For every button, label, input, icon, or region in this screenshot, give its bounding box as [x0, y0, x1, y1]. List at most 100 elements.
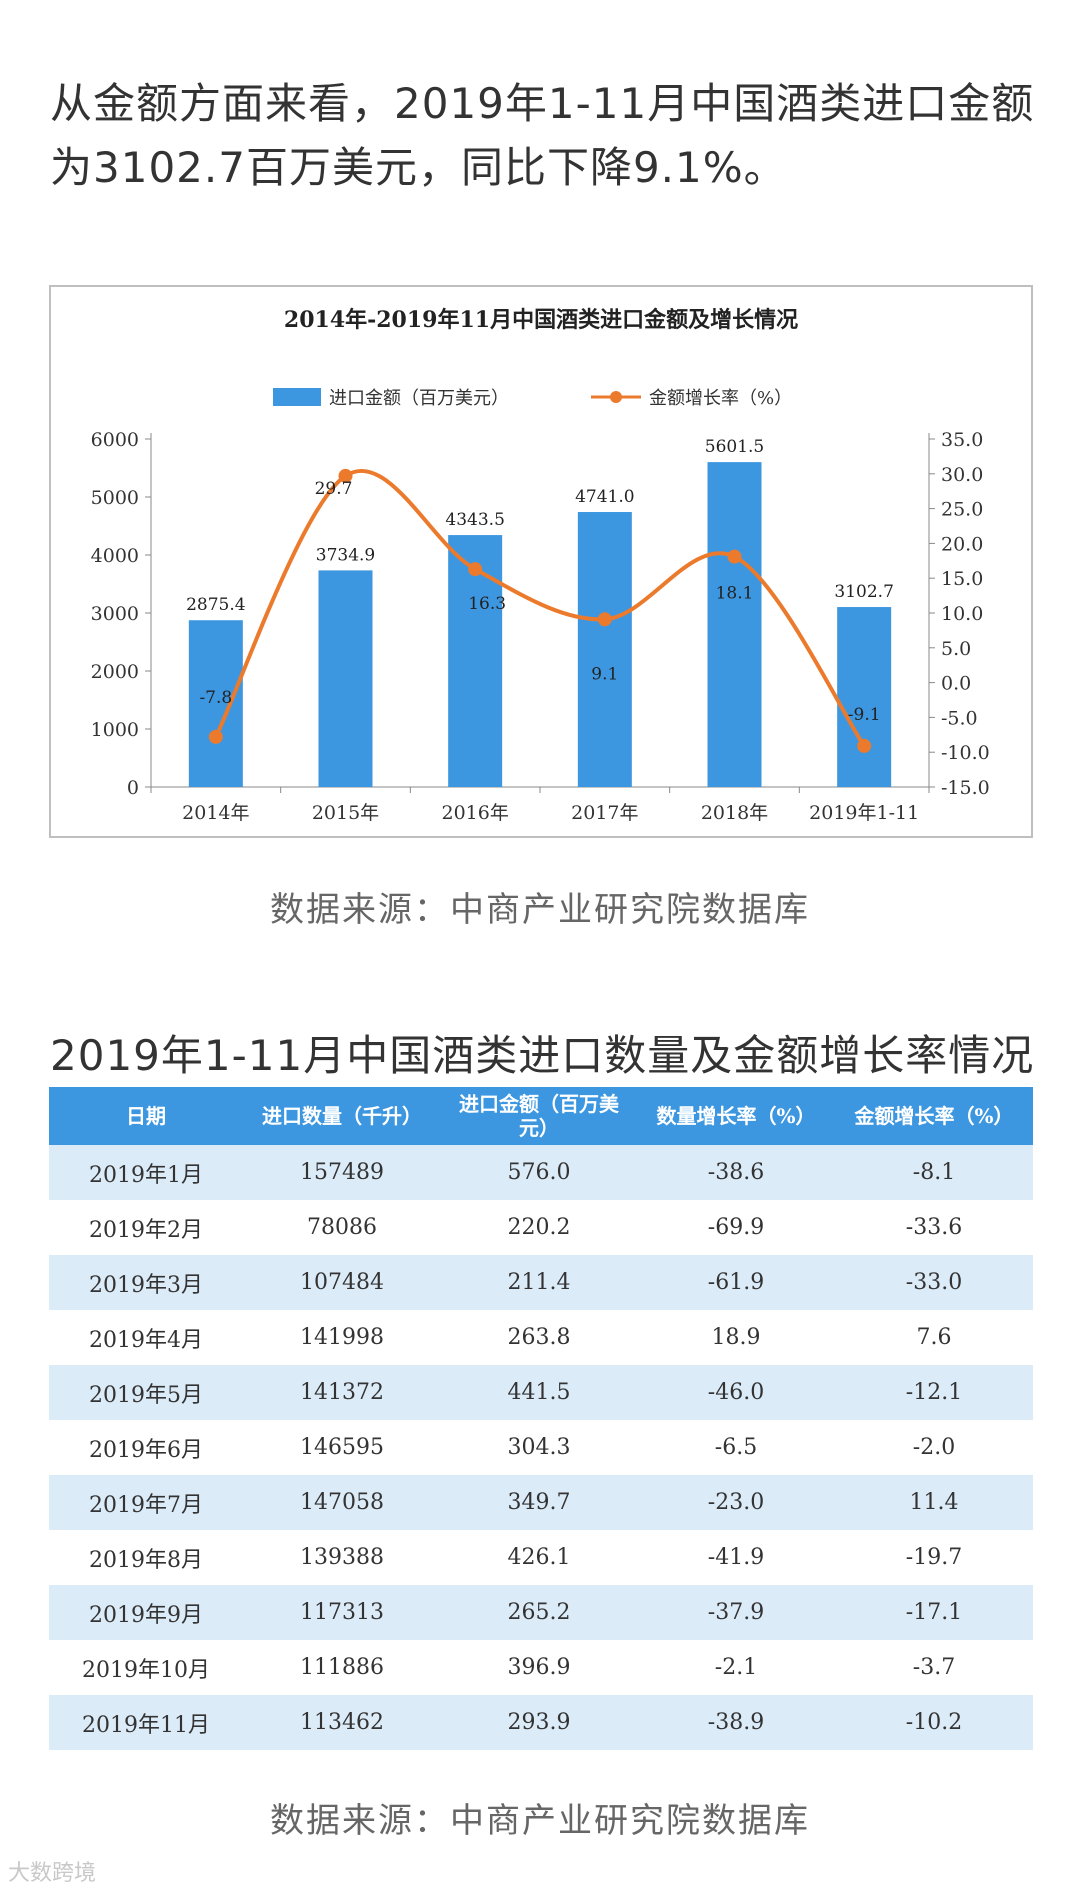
- cell-date: 2019年3月: [49, 1255, 243, 1310]
- header-quantity-growth: 数量增长率（%）: [637, 1087, 835, 1145]
- cell-value: 304.3: [441, 1420, 637, 1475]
- y-right-tick-label: 15.0: [941, 568, 983, 590]
- cell-date: 2019年1月: [49, 1145, 243, 1200]
- y-right-tick-label: -10.0: [941, 742, 990, 764]
- bar-value-label: 2875.4: [186, 595, 245, 615]
- cell-quantity-growth: -37.9: [637, 1585, 835, 1640]
- import-data-table: 日期 进口数量（千升） 进口金额（百万美元） 数量增长率（%） 金额增长率（%）…: [49, 1087, 1033, 1750]
- y-left-tick-label: 5000: [91, 487, 139, 509]
- chart-title: 2014年-2019年11月中国酒类进口金额及增长情况: [284, 307, 798, 333]
- table-row: 2019年9月 117313 265.2 -37.9 -17.1: [49, 1585, 1033, 1640]
- table-row: 2019年11月 113462 293.9 -38.9 -10.2: [49, 1695, 1033, 1750]
- cell-value-growth: -19.7: [835, 1530, 1033, 1585]
- cell-quantity: 113462: [243, 1695, 441, 1750]
- bar: [837, 607, 892, 787]
- growth-rate-point: [208, 729, 223, 744]
- cell-value-growth: 7.6: [835, 1310, 1033, 1365]
- chart-source-note: 数据来源：中商产业研究院数据库: [270, 890, 810, 930]
- cell-quantity: 139388: [243, 1530, 441, 1585]
- cell-value: 211.4: [441, 1255, 637, 1310]
- y-left-tick-label: 4000: [91, 545, 139, 567]
- growth-rate-label: -9.1: [848, 705, 881, 725]
- x-tick-label: 2016年: [441, 802, 508, 824]
- cell-quantity-growth: -38.6: [637, 1145, 835, 1200]
- growth-rate-label: 29.7: [315, 479, 353, 499]
- growth-rate-label: -7.8: [199, 688, 232, 708]
- cell-value-growth: -10.2: [835, 1695, 1033, 1750]
- cell-date: 2019年9月: [49, 1585, 243, 1640]
- cell-value-growth: -3.7: [835, 1640, 1033, 1695]
- x-tick-label: 2015年: [312, 802, 379, 824]
- growth-rate-point: [468, 562, 483, 577]
- cell-quantity: 147058: [243, 1475, 441, 1530]
- cell-quantity: 78086: [243, 1200, 441, 1255]
- cell-value-growth: 11.4: [835, 1475, 1033, 1530]
- cell-value-growth: -33.6: [835, 1200, 1033, 1255]
- legend-bar-swatch: [273, 388, 321, 406]
- x-tick-label: 2018年: [701, 802, 768, 824]
- cell-quantity-growth: -38.9: [637, 1695, 835, 1750]
- bar: [707, 462, 762, 787]
- y-right-tick-label: 35.0: [941, 429, 983, 451]
- y-right-tick-label: 20.0: [941, 533, 983, 555]
- growth-rate-point: [857, 738, 872, 753]
- y-right-tick-label: 0.0: [941, 673, 971, 695]
- table-row: 2019年2月 78086 220.2 -69.9 -33.6: [49, 1200, 1033, 1255]
- bar-value-label: 3102.7: [834, 582, 893, 602]
- y-right-tick-label: 10.0: [941, 603, 983, 625]
- table-row: 2019年5月 141372 441.5 -46.0 -12.1: [49, 1365, 1033, 1420]
- growth-rate-point: [727, 549, 742, 564]
- cell-value: 293.9: [441, 1695, 637, 1750]
- cell-date: 2019年10月: [49, 1640, 243, 1695]
- cell-quantity-growth: 18.9: [637, 1310, 835, 1365]
- growth-rate-label: 9.1: [591, 664, 618, 684]
- bar-value-label: 5601.5: [705, 437, 764, 457]
- cell-quantity: 141372: [243, 1365, 441, 1420]
- bar: [188, 620, 243, 787]
- cell-quantity: 111886: [243, 1640, 441, 1695]
- cell-value: 396.9: [441, 1640, 637, 1695]
- y-left-tick-label: 1000: [91, 719, 139, 741]
- cell-quantity-growth: -41.9: [637, 1530, 835, 1585]
- growth-rate-point: [338, 468, 353, 483]
- cell-value-growth: -17.1: [835, 1585, 1033, 1640]
- cell-date: 2019年11月: [49, 1695, 243, 1750]
- cell-date: 2019年6月: [49, 1420, 243, 1475]
- cell-quantity: 157489: [243, 1145, 441, 1200]
- y-right-tick-label: 5.0: [941, 638, 971, 660]
- cell-quantity-growth: -2.1: [637, 1640, 835, 1695]
- table-row: 2019年7月 147058 349.7 -23.0 11.4: [49, 1475, 1033, 1530]
- chart-container: 2014年-2019年11月中国酒类进口金额及增长情况进口金额（百万美元） 金额增…: [49, 285, 1033, 838]
- cell-value: 349.7: [441, 1475, 637, 1530]
- legend-bar-label: 进口金额（百万美元）: [329, 388, 509, 409]
- cell-value-growth: -12.1: [835, 1365, 1033, 1420]
- cell-value: 220.2: [441, 1200, 637, 1255]
- header-date: 日期: [49, 1087, 243, 1145]
- y-right-tick-label: -15.0: [941, 777, 990, 799]
- y-left-tick-label: 6000: [91, 429, 139, 451]
- cell-quantity: 141998: [243, 1310, 441, 1365]
- table-row: 2019年4月 141998 263.8 18.9 7.6: [49, 1310, 1033, 1365]
- x-tick-label: 2019年1-11: [809, 802, 919, 824]
- growth-rate-line: [214, 468, 866, 748]
- cell-value: 265.2: [441, 1585, 637, 1640]
- cell-value-growth: -33.0: [835, 1255, 1033, 1310]
- cell-value: 263.8: [441, 1310, 637, 1365]
- cell-value: 441.5: [441, 1365, 637, 1420]
- table-source-note: 数据来源：中商产业研究院数据库: [270, 1801, 810, 1841]
- cell-value-growth: -2.0: [835, 1420, 1033, 1475]
- table-row: 2019年6月 146595 304.3 -6.5 -2.0: [49, 1420, 1033, 1475]
- bar-value-label: 4343.5: [445, 510, 504, 530]
- table-row: 2019年8月 139388 426.1 -41.9 -19.7: [49, 1530, 1033, 1585]
- legend-line-marker: [610, 391, 622, 403]
- header-value-growth: 金额增长率（%）: [835, 1087, 1033, 1145]
- legend-line-label: 金额增长率（%）: [649, 388, 792, 409]
- y-left-tick-label: 0: [127, 777, 139, 799]
- cell-quantity-growth: -6.5: [637, 1420, 835, 1475]
- cell-date: 2019年5月: [49, 1365, 243, 1420]
- table-row: 2019年3月 107484 211.4 -61.9 -33.0: [49, 1255, 1033, 1310]
- cell-date: 2019年8月: [49, 1530, 243, 1585]
- table-row: 2019年10月 111886 396.9 -2.1 -3.7: [49, 1640, 1033, 1695]
- growth-rate-label: 16.3: [468, 594, 506, 614]
